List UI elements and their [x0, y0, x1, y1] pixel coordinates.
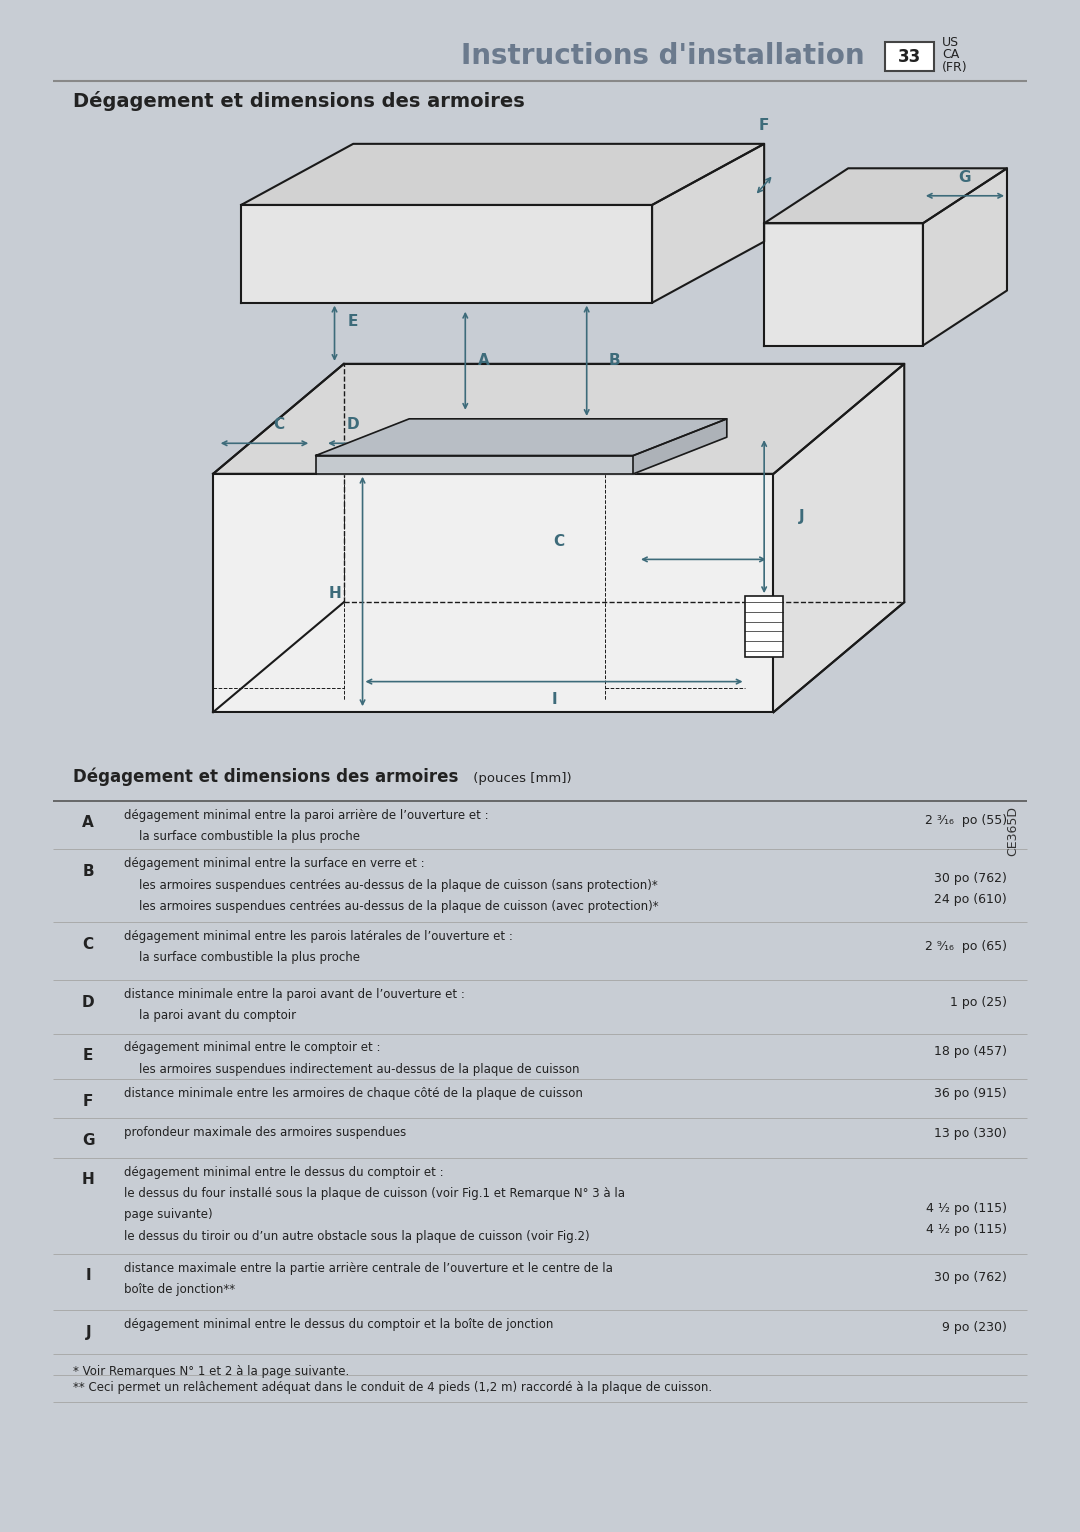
Text: H: H — [328, 585, 341, 601]
Text: CA: CA — [942, 49, 959, 61]
Text: D: D — [347, 417, 360, 432]
Text: (FR): (FR) — [942, 61, 968, 74]
Text: 2 ⁹⁄₁₆  po (65): 2 ⁹⁄₁₆ po (65) — [924, 941, 1007, 953]
Polygon shape — [315, 418, 727, 455]
Text: page suivante): page suivante) — [124, 1209, 213, 1221]
Text: dégagement minimal entre la surface en verre et :: dégagement minimal entre la surface en v… — [124, 858, 424, 870]
Text: Dégagement et dimensions des armoires: Dégagement et dimensions des armoires — [73, 90, 525, 110]
Text: 2 ³⁄₁₆  po (55): 2 ³⁄₁₆ po (55) — [924, 813, 1007, 827]
Text: G: G — [82, 1132, 94, 1147]
Text: la surface combustible la plus proche: la surface combustible la plus proche — [124, 951, 360, 964]
Text: 13 po (330): 13 po (330) — [934, 1126, 1007, 1140]
Text: * Voir Remarques N° 1 et 2 à la page suivante.: * Voir Remarques N° 1 et 2 à la page sui… — [73, 1365, 349, 1379]
Text: dégagement minimal entre le dessus du comptoir et la boîte de jonction: dégagement minimal entre le dessus du co… — [124, 1318, 553, 1331]
Polygon shape — [315, 455, 633, 473]
Text: 1 po (25): 1 po (25) — [950, 996, 1007, 1008]
Text: (pouces [mm]): (pouces [mm]) — [469, 772, 571, 784]
Text: dégagement minimal entre les parois latérales de l’ouverture et :: dégagement minimal entre les parois laté… — [124, 930, 513, 942]
Polygon shape — [923, 169, 1007, 346]
Text: C: C — [83, 936, 94, 951]
Text: distance minimale entre la paroi avant de l’ouverture et :: distance minimale entre la paroi avant d… — [124, 988, 464, 1000]
Polygon shape — [765, 224, 923, 346]
Text: dégagement minimal entre la paroi arrière de l’ouverture et :: dégagement minimal entre la paroi arrièr… — [124, 809, 488, 821]
Text: C: C — [273, 417, 284, 432]
Text: F: F — [759, 118, 769, 133]
Text: CE365D: CE365D — [1007, 806, 1020, 856]
Text: 24 po (610): 24 po (610) — [934, 893, 1007, 907]
FancyBboxPatch shape — [745, 596, 783, 657]
Text: I: I — [85, 1268, 91, 1284]
Text: distance maximale entre la partie arrière centrale de l’ouverture et le centre d: distance maximale entre la partie arrièr… — [124, 1262, 612, 1275]
Text: distance minimale entre les armoires de chaque côté de la plaque de cuisson: distance minimale entre les armoires de … — [124, 1088, 582, 1100]
Text: 9 po (230): 9 po (230) — [942, 1321, 1007, 1334]
Text: 4 ¹⁄₂ po (115): 4 ¹⁄₂ po (115) — [926, 1223, 1007, 1236]
Text: US: US — [942, 35, 959, 49]
Text: I: I — [551, 692, 557, 708]
Text: 30 po (762): 30 po (762) — [934, 1270, 1007, 1284]
Text: 30 po (762): 30 po (762) — [934, 872, 1007, 885]
Text: 36 po (915): 36 po (915) — [934, 1088, 1007, 1100]
Polygon shape — [213, 363, 904, 473]
Text: la surface combustible la plus proche: la surface combustible la plus proche — [124, 830, 360, 843]
Text: 18 po (457): 18 po (457) — [934, 1045, 1007, 1059]
Text: Dégagement et dimensions des armoires: Dégagement et dimensions des armoires — [73, 768, 458, 786]
Text: J: J — [85, 1325, 91, 1339]
Text: 33: 33 — [897, 47, 921, 66]
Text: boîte de jonction**: boîte de jonction** — [124, 1282, 234, 1296]
Text: les armoires suspendues centrées au-dessus de la plaque de cuisson (avec protect: les armoires suspendues centrées au-dess… — [124, 899, 659, 913]
Text: profondeur maximale des armoires suspendues: profondeur maximale des armoires suspend… — [124, 1126, 406, 1138]
Text: J: J — [799, 509, 805, 524]
Polygon shape — [633, 418, 727, 473]
Text: le dessus du tiroir ou d’un autre obstacle sous la plaque de cuisson (voir Fig.2: le dessus du tiroir ou d’un autre obstac… — [124, 1230, 590, 1242]
Polygon shape — [241, 205, 652, 303]
Text: dégagement minimal entre le dessus du comptoir et :: dégagement minimal entre le dessus du co… — [124, 1166, 444, 1178]
Text: G: G — [959, 170, 971, 185]
Text: A: A — [82, 815, 94, 830]
Text: 4 ¹⁄₂ po (115): 4 ¹⁄₂ po (115) — [926, 1201, 1007, 1215]
Polygon shape — [241, 144, 765, 205]
Text: E: E — [348, 314, 359, 328]
Text: ** Ceci permet un relâchement adéquat dans le conduit de 4 pieds (1,2 m) raccord: ** Ceci permet un relâchement adéquat da… — [73, 1380, 712, 1394]
Text: dégagement minimal entre le comptoir et :: dégagement minimal entre le comptoir et … — [124, 1042, 380, 1054]
Polygon shape — [773, 363, 904, 712]
Text: les armoires suspendues indirectement au-dessus de la plaque de cuisson: les armoires suspendues indirectement au… — [124, 1063, 579, 1075]
Text: F: F — [83, 1094, 94, 1109]
Text: H: H — [82, 1172, 95, 1187]
Text: les armoires suspendues centrées au-dessus de la plaque de cuisson (sans protect: les armoires suspendues centrées au-dess… — [124, 878, 658, 892]
Text: B: B — [609, 354, 621, 368]
Text: A: A — [478, 354, 490, 368]
Text: le dessus du four installé sous la plaque de cuisson (voir Fig.1 et Remarque N° : le dessus du four installé sous la plaqu… — [124, 1187, 624, 1200]
Polygon shape — [652, 144, 765, 303]
Text: B: B — [82, 864, 94, 879]
Text: C: C — [553, 533, 564, 548]
Polygon shape — [765, 169, 1007, 224]
Polygon shape — [213, 473, 773, 712]
Text: Instructions d'installation: Instructions d'installation — [461, 41, 865, 70]
Text: la paroi avant du comptoir: la paroi avant du comptoir — [124, 1010, 296, 1022]
Text: D: D — [82, 994, 95, 1010]
Text: E: E — [83, 1048, 94, 1063]
FancyBboxPatch shape — [886, 43, 934, 72]
